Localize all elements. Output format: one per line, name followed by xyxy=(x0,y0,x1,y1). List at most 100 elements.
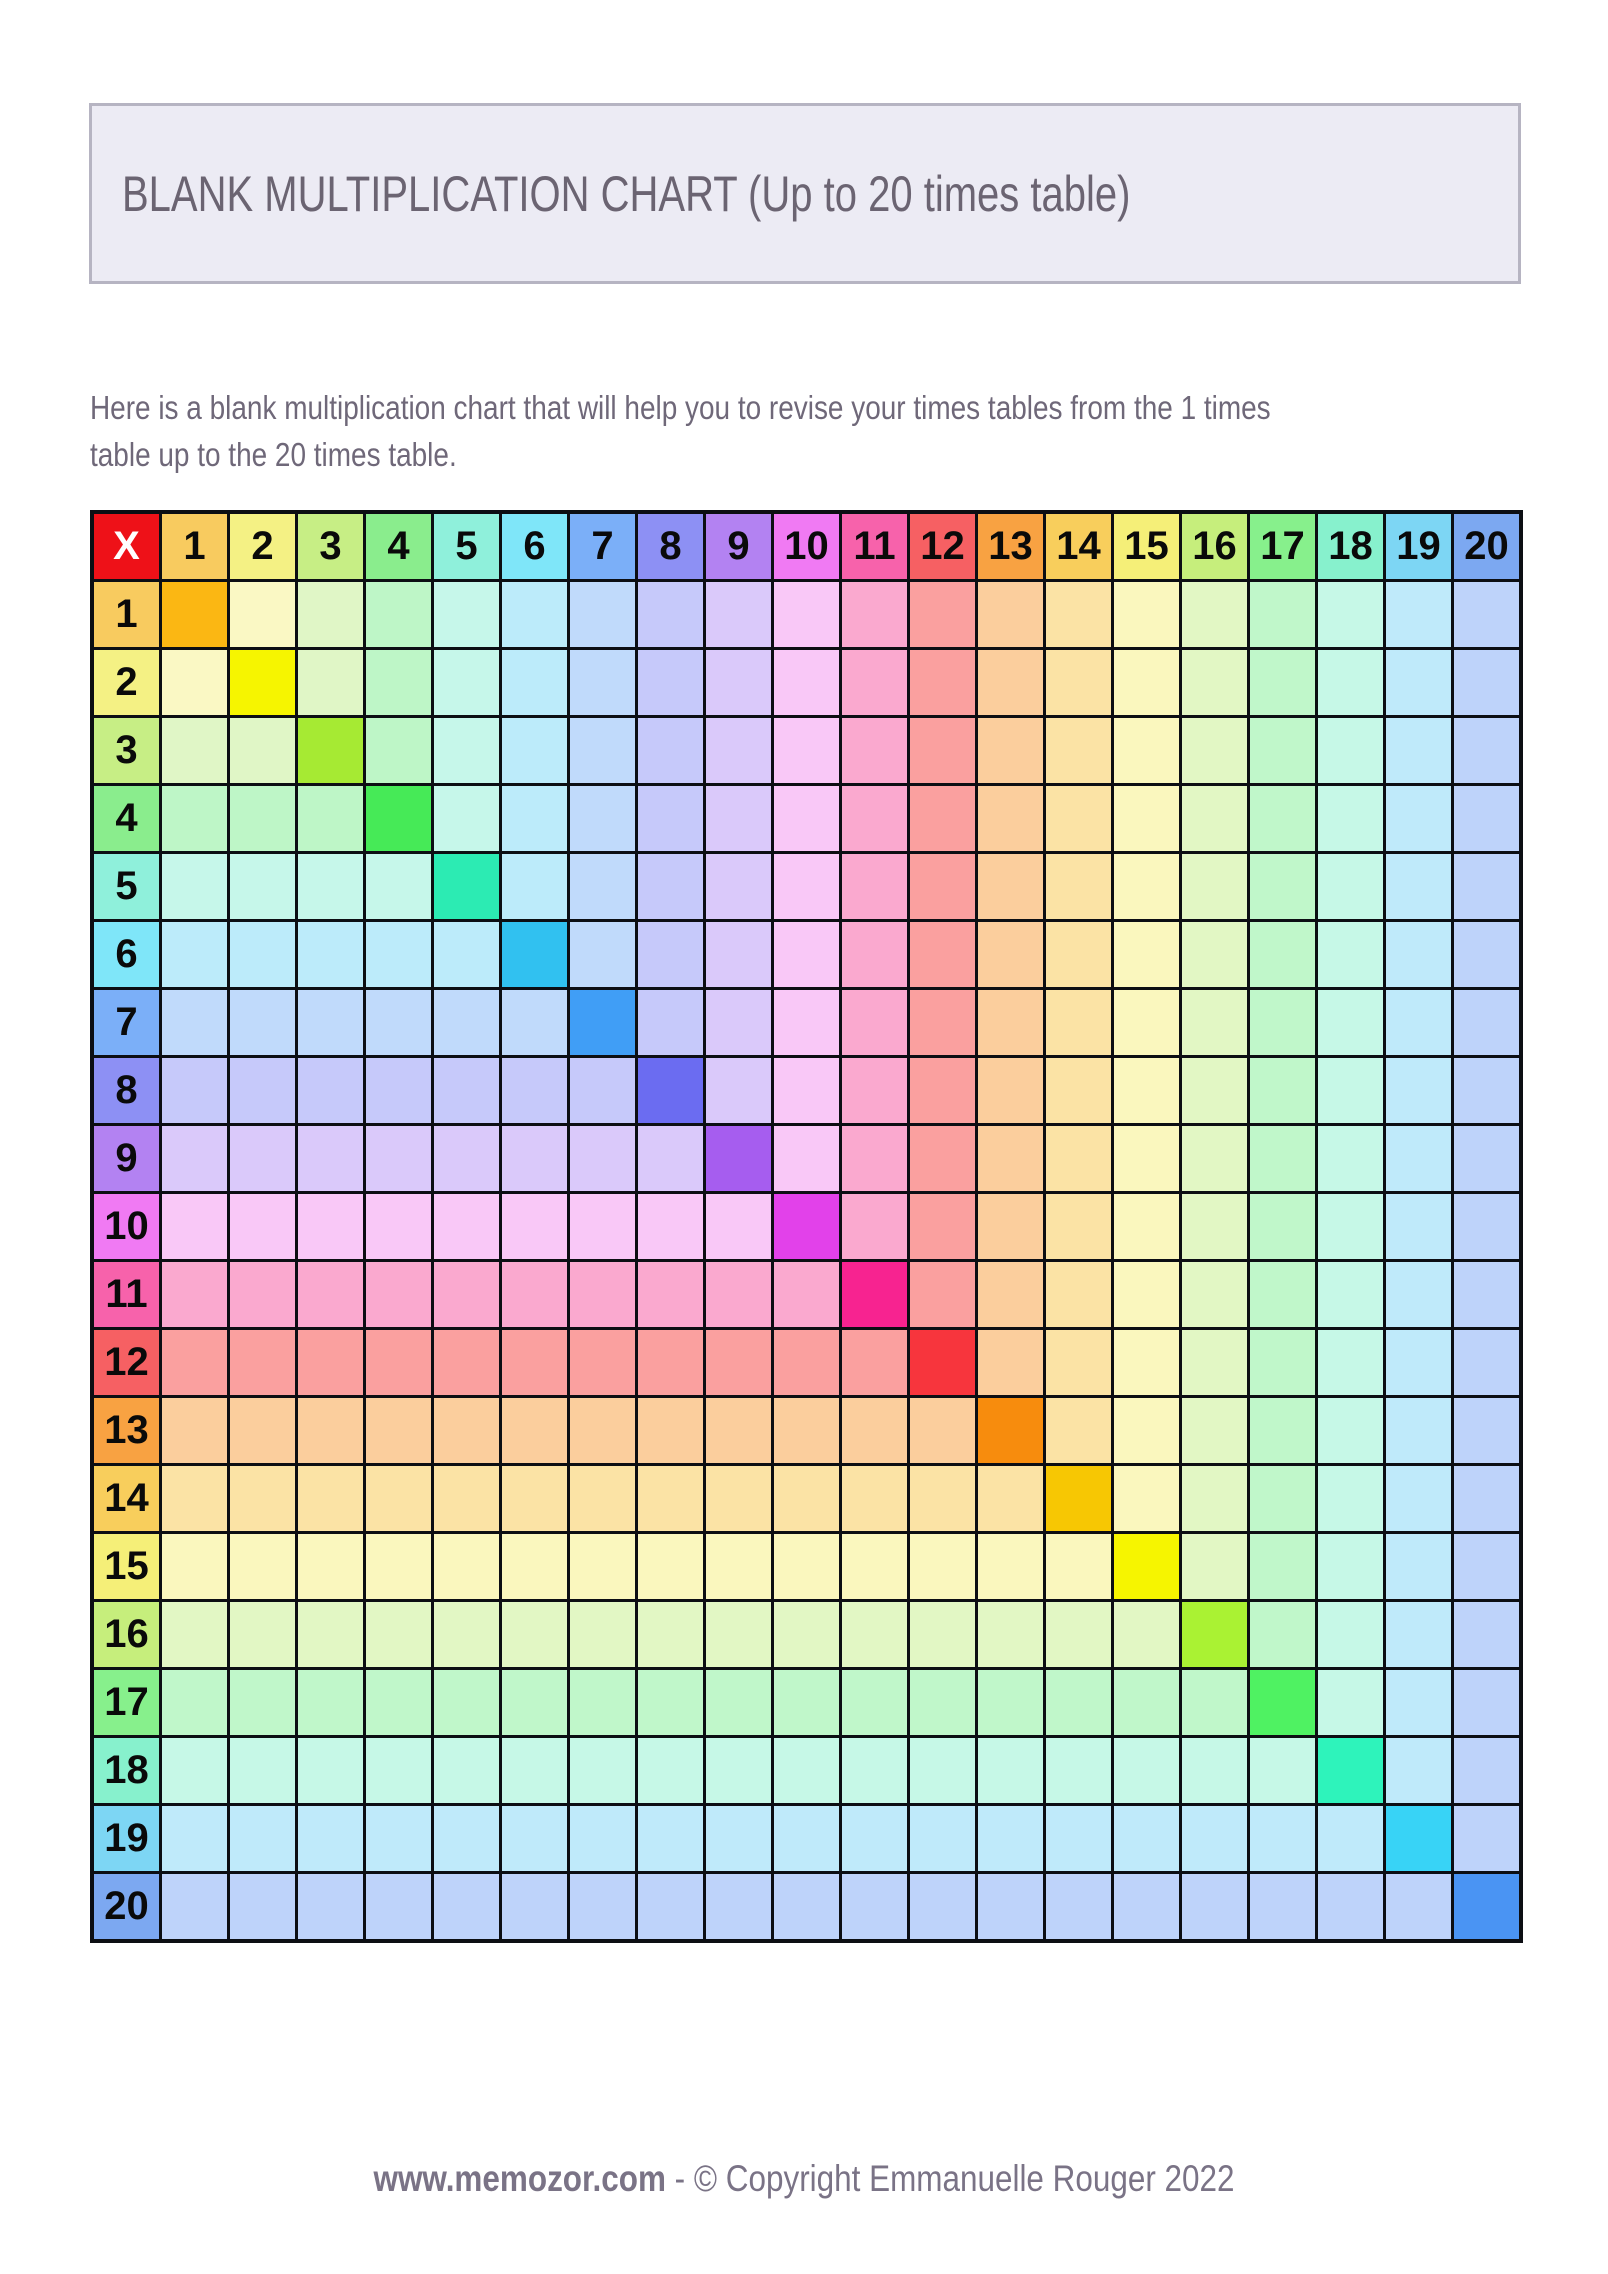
col-header-10: 10 xyxy=(774,514,839,579)
cell-15x13 xyxy=(978,1534,1043,1599)
cell-1x13 xyxy=(978,582,1043,647)
cell-1x2 xyxy=(230,582,295,647)
cell-10x6 xyxy=(502,1194,567,1259)
cell-18x17 xyxy=(1250,1738,1315,1803)
cell-11x17 xyxy=(1250,1262,1315,1327)
cell-20x15 xyxy=(1114,1874,1179,1939)
cell-16x8 xyxy=(638,1602,703,1667)
cell-1x15 xyxy=(1114,582,1179,647)
col-header-8: 8 xyxy=(638,514,703,579)
cell-10x9 xyxy=(706,1194,771,1259)
cell-13x14 xyxy=(1046,1398,1111,1463)
cell-12x8 xyxy=(638,1330,703,1395)
cell-14x18 xyxy=(1318,1466,1383,1531)
cell-7x8 xyxy=(638,990,703,1055)
cell-4x19 xyxy=(1386,786,1451,851)
cell-5x16 xyxy=(1182,854,1247,919)
cell-7x9 xyxy=(706,990,771,1055)
col-header-7: 7 xyxy=(570,514,635,579)
cell-18x1 xyxy=(162,1738,227,1803)
cell-2x13 xyxy=(978,650,1043,715)
cell-8x8 xyxy=(638,1058,703,1123)
cell-9x5 xyxy=(434,1126,499,1191)
cell-16x16 xyxy=(1182,1602,1247,1667)
cell-18x19 xyxy=(1386,1738,1451,1803)
cell-19x2 xyxy=(230,1806,295,1871)
cell-16x5 xyxy=(434,1602,499,1667)
cell-13x18 xyxy=(1318,1398,1383,1463)
row-header-10: 10 xyxy=(94,1194,159,1259)
cell-18x11 xyxy=(842,1738,907,1803)
cell-6x10 xyxy=(774,922,839,987)
cell-2x4 xyxy=(366,650,431,715)
cell-13x5 xyxy=(434,1398,499,1463)
cell-10x2 xyxy=(230,1194,295,1259)
cell-5x5 xyxy=(434,854,499,919)
cell-18x6 xyxy=(502,1738,567,1803)
cell-15x1 xyxy=(162,1534,227,1599)
cell-12x9 xyxy=(706,1330,771,1395)
cell-17x14 xyxy=(1046,1670,1111,1735)
cell-17x17 xyxy=(1250,1670,1315,1735)
row-header-17: 17 xyxy=(94,1670,159,1735)
col-header-1: 1 xyxy=(162,514,227,579)
cell-18x8 xyxy=(638,1738,703,1803)
cell-13x15 xyxy=(1114,1398,1179,1463)
cell-7x13 xyxy=(978,990,1043,1055)
cell-9x1 xyxy=(162,1126,227,1191)
cell-16x12 xyxy=(910,1602,975,1667)
cell-6x1 xyxy=(162,922,227,987)
cell-10x14 xyxy=(1046,1194,1111,1259)
cell-9x19 xyxy=(1386,1126,1451,1191)
cell-9x11 xyxy=(842,1126,907,1191)
cell-13x9 xyxy=(706,1398,771,1463)
cell-19x19 xyxy=(1386,1806,1451,1871)
cell-5x17 xyxy=(1250,854,1315,919)
cell-3x16 xyxy=(1182,718,1247,783)
cell-12x3 xyxy=(298,1330,363,1395)
cell-20x7 xyxy=(570,1874,635,1939)
cell-15x12 xyxy=(910,1534,975,1599)
cell-13x13 xyxy=(978,1398,1043,1463)
cell-4x12 xyxy=(910,786,975,851)
cell-11x2 xyxy=(230,1262,295,1327)
cell-4x8 xyxy=(638,786,703,851)
cell-5x12 xyxy=(910,854,975,919)
cell-2x7 xyxy=(570,650,635,715)
footer-site-link[interactable]: www.memozor.com xyxy=(373,2158,666,2199)
cell-14x7 xyxy=(570,1466,635,1531)
cell-4x20 xyxy=(1454,786,1519,851)
cell-6x7 xyxy=(570,922,635,987)
cell-17x1 xyxy=(162,1670,227,1735)
cell-14x12 xyxy=(910,1466,975,1531)
cell-10x17 xyxy=(1250,1194,1315,1259)
cell-11x5 xyxy=(434,1262,499,1327)
cell-15x11 xyxy=(842,1534,907,1599)
cell-1x12 xyxy=(910,582,975,647)
cell-6x5 xyxy=(434,922,499,987)
cell-19x6 xyxy=(502,1806,567,1871)
cell-19x12 xyxy=(910,1806,975,1871)
cell-9x2 xyxy=(230,1126,295,1191)
cell-14x19 xyxy=(1386,1466,1451,1531)
cell-1x17 xyxy=(1250,582,1315,647)
cell-5x3 xyxy=(298,854,363,919)
cell-14x20 xyxy=(1454,1466,1519,1531)
cell-3x7 xyxy=(570,718,635,783)
cell-9x20 xyxy=(1454,1126,1519,1191)
cell-11x10 xyxy=(774,1262,839,1327)
cell-14x8 xyxy=(638,1466,703,1531)
col-header-19: 19 xyxy=(1386,514,1451,579)
cell-13x11 xyxy=(842,1398,907,1463)
cell-7x4 xyxy=(366,990,431,1055)
cell-19x4 xyxy=(366,1806,431,1871)
cell-17x2 xyxy=(230,1670,295,1735)
cell-12x19 xyxy=(1386,1330,1451,1395)
cell-16x15 xyxy=(1114,1602,1179,1667)
cell-3x6 xyxy=(502,718,567,783)
cell-11x16 xyxy=(1182,1262,1247,1327)
cell-6x6 xyxy=(502,922,567,987)
cell-18x2 xyxy=(230,1738,295,1803)
cell-2x19 xyxy=(1386,650,1451,715)
cell-2x3 xyxy=(298,650,363,715)
